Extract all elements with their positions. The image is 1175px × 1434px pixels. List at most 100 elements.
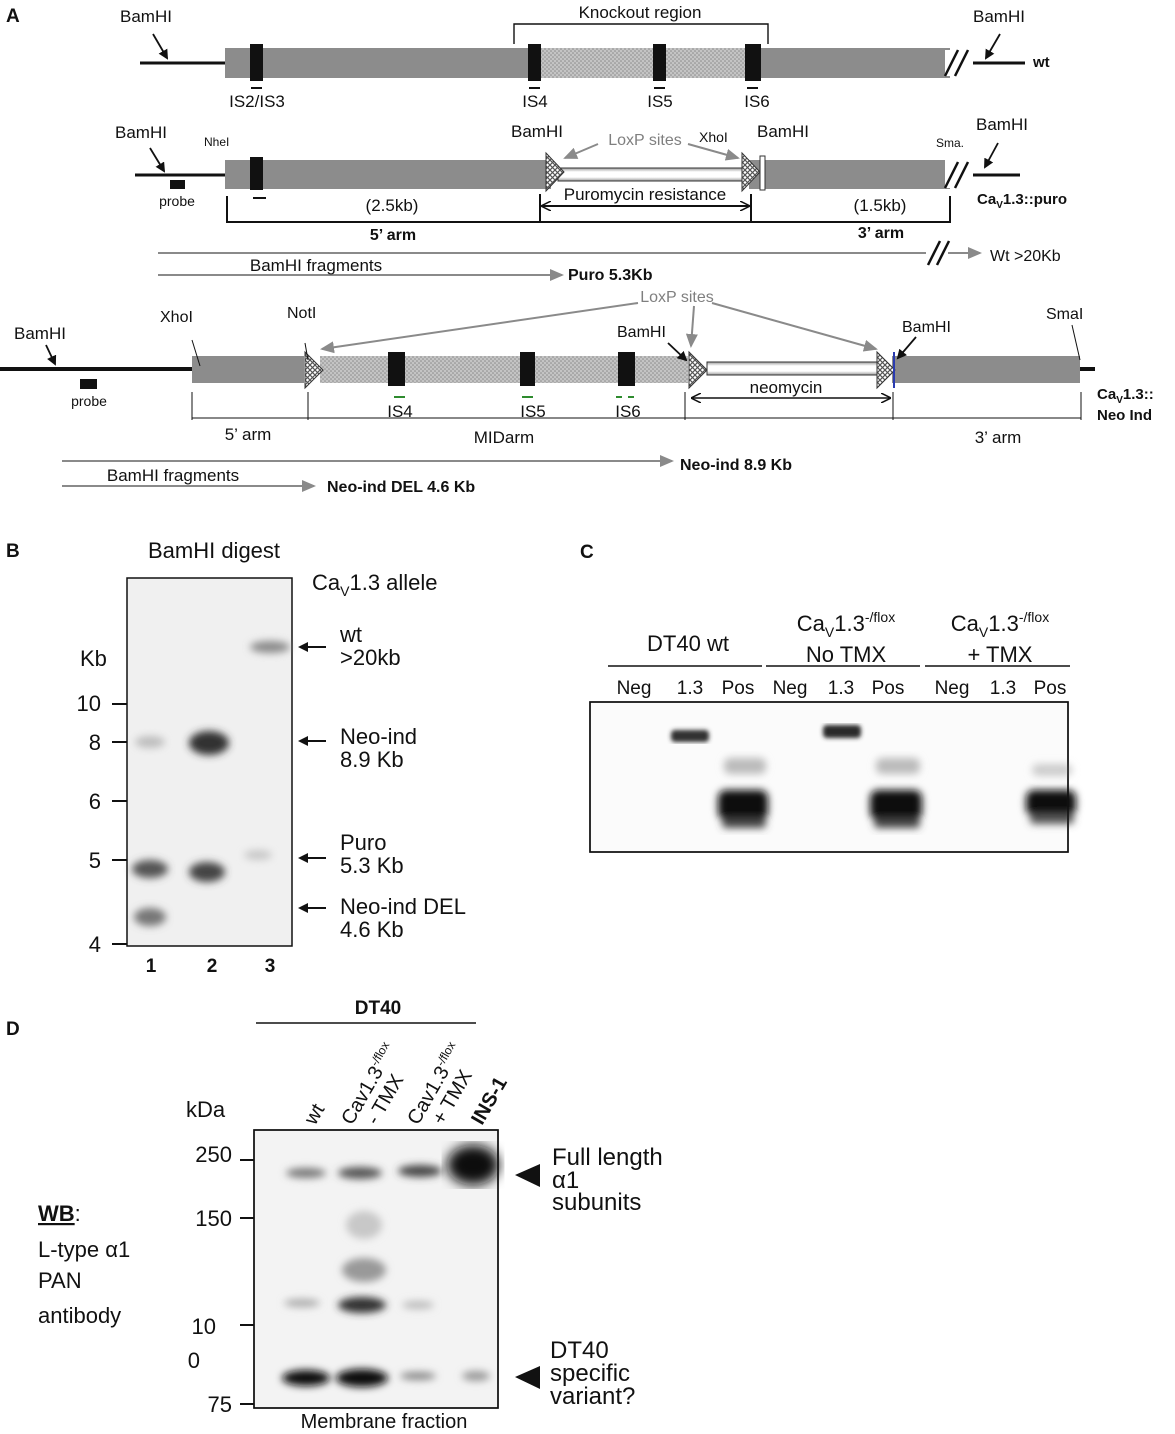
puro-construct-name: CaV1.3::puro — [977, 191, 1067, 211]
puro-loxp-label: LoxP sites — [608, 132, 682, 149]
puro-nhel: NheI — [204, 135, 229, 149]
puro-arm-5: 5’ arm — [370, 227, 416, 244]
neo-arm-5: 5’ arm — [225, 425, 272, 444]
wb-label-line2: L-type α1 — [38, 1237, 130, 1262]
wt-bamhi-left: BamHI — [120, 7, 172, 26]
puro-sma: Sma. — [936, 136, 964, 150]
knockout-region-label: Knockout region — [579, 3, 702, 22]
membrane-fraction-label: Membrane fraction — [301, 1411, 468, 1433]
kda-tick-label: 75 — [208, 1392, 232, 1417]
puro-cassette-label: Puromycin resistance — [564, 185, 727, 204]
wt-is-label: IS2/IS3 — [229, 92, 285, 111]
pcr-lane-label: Neg — [935, 678, 970, 699]
neo-noti: NotI — [287, 305, 316, 322]
puro-arm-3: 3’ arm — [858, 225, 904, 242]
pcr-lane-label: Pos — [1034, 678, 1067, 699]
neo-fragments-label: BamHI fragments — [107, 466, 239, 485]
western-blot — [253, 1129, 499, 1409]
panel-a-label: A — [6, 6, 20, 27]
band-label: wt — [339, 622, 362, 647]
full-length-label: α1 — [552, 1167, 579, 1194]
lane-number: 2 — [207, 956, 218, 977]
variant-label: DT40 — [550, 1337, 609, 1364]
neo-fragment-size: Neo-ind 8.9 Kb — [680, 457, 792, 474]
neo-xhoi: XhoI — [160, 309, 193, 326]
kda-ticks — [240, 1159, 254, 1405]
pcr-lane-label: Neg — [773, 678, 808, 699]
panel-d-label: D — [6, 1019, 20, 1040]
kda-tick-label: 150 — [195, 1206, 232, 1231]
puro-construct — [135, 142, 1020, 281]
neo-is-label: IS5 — [520, 402, 546, 421]
group-label-tmx-line2: + TMX — [967, 642, 1032, 667]
lane-number: 3 — [265, 956, 276, 977]
allele-heading: CaV1.3 allele — [312, 570, 438, 599]
full-length-arrowhead — [515, 1164, 540, 1187]
kda-tick-label: 250 — [195, 1142, 232, 1167]
wt-construct — [140, 23, 1025, 89]
band-label: Neo-ind — [340, 724, 417, 749]
puro-xhoi: XhoI — [699, 129, 728, 145]
neo-smai: SmaI — [1046, 306, 1083, 323]
kb-tick-label: 8 — [89, 730, 101, 755]
puro-bamhi-right: BamHI — [976, 115, 1028, 134]
puro-size-3: (1.5kb) — [854, 196, 907, 215]
wt-is-label: IS6 — [744, 92, 770, 111]
kb-tick-label: 4 — [89, 932, 101, 957]
variant-label: specific — [550, 1360, 630, 1387]
group-label-wt: DT40 wt — [647, 631, 729, 656]
band-label: 4.6 Kb — [340, 917, 404, 942]
kb-tick-label: 10 — [77, 691, 101, 716]
neo-construct-name: CaV1.3:: — [1097, 386, 1154, 406]
panel-b-title: BamHI digest — [148, 538, 280, 563]
wt-bamhi-right: BamHI — [973, 7, 1025, 26]
pcr-lane-label: Neg — [617, 678, 652, 699]
neo-construct-name-line2: Neo Ind — [1097, 407, 1152, 424]
southern-blot — [126, 577, 293, 947]
kda-unit-label: kDa — [186, 1097, 226, 1122]
panel-c-label: C — [580, 542, 594, 563]
group-label-tmx: CaV1.3-/flox — [951, 609, 1049, 640]
neo-construct — [0, 302, 1095, 492]
neo-bamhi-right: BamHI — [902, 319, 951, 336]
neo-is-label: IS4 — [387, 402, 413, 421]
puro-fragment-size: Puro 5.3Kb — [568, 267, 653, 284]
lane-number: 1 — [146, 956, 157, 977]
kb-ticks — [112, 703, 127, 945]
wt-fragment-size: Wt >20Kb — [990, 248, 1061, 265]
puro-bamhi-left: BamHI — [115, 123, 167, 142]
neo-arm-3: 3’ arm — [975, 428, 1022, 447]
neo-loxp-label: LoxP sites — [640, 289, 714, 306]
kb-unit-label: Kb — [80, 646, 107, 671]
puro-bamhi-mid2: BamHI — [757, 122, 809, 141]
group-label-no-tmx-line2: No TMX — [806, 642, 887, 667]
variant-label: variant? — [550, 1383, 635, 1410]
western-lane-headers: wt Cav1.3-/flox - TMX Cav1.3-/flox + TMX… — [300, 1039, 512, 1129]
band-label: >20kb — [340, 645, 401, 670]
band-arrows — [298, 642, 326, 913]
neo-mid-arm: MIDarm — [474, 428, 534, 447]
puro-bamhi-mid1: BamHI — [511, 122, 563, 141]
neo-cassette-label: neomycin — [750, 378, 823, 397]
full-length-label: Full length — [552, 1144, 663, 1171]
panel-b-label: B — [6, 541, 20, 562]
band-label: 5.3 Kb — [340, 853, 404, 878]
pcr-lane-label: 1.3 — [828, 678, 854, 699]
group-label-no-tmx: CaV1.3-/flox — [797, 609, 895, 640]
pcr-lane-label: 1.3 — [677, 678, 703, 699]
wb-label: WB: — [38, 1201, 81, 1226]
kda-tick-label: 0 — [188, 1348, 200, 1373]
neo-is-label: IS6 — [615, 402, 641, 421]
wt-is-label: IS4 — [522, 92, 548, 111]
dt40-header: DT40 — [355, 998, 401, 1019]
band-label: 8.9 Kb — [340, 747, 404, 772]
kb-tick-label: 6 — [89, 789, 101, 814]
pcr-lane-label: Pos — [872, 678, 905, 699]
kda-tick-label: 10 — [192, 1314, 216, 1339]
lane-header-wt: wt — [300, 1100, 330, 1130]
pcr-gel — [589, 701, 1076, 853]
wt-construct-name: wt — [1032, 54, 1050, 71]
wb-label-line3: PAN — [38, 1268, 82, 1293]
puro-fragments-label: BamHI fragments — [250, 256, 382, 275]
